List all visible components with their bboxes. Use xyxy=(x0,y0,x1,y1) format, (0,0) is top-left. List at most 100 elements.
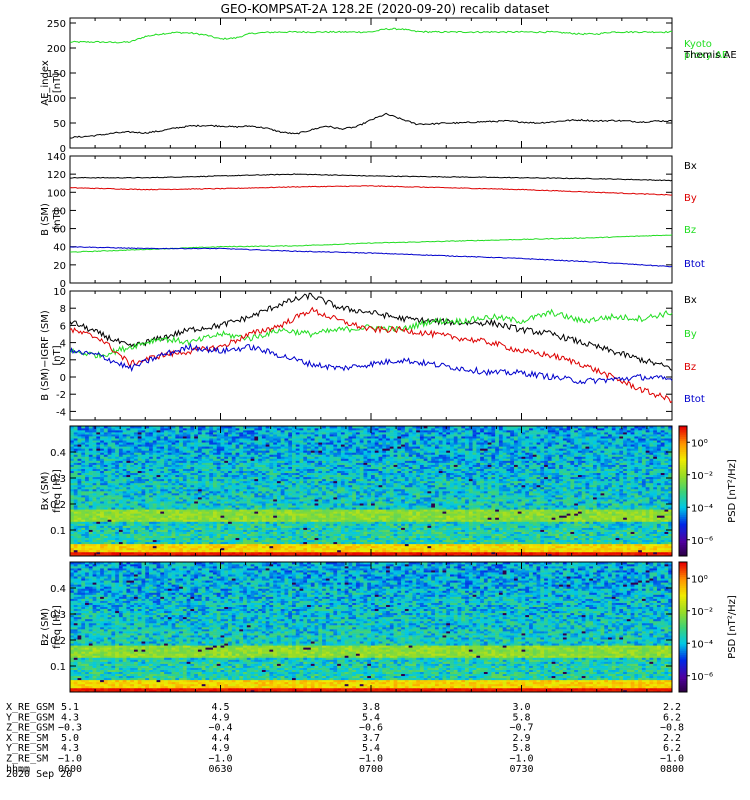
spectrogram-cell xyxy=(341,511,345,513)
spectrogram-cell xyxy=(367,509,371,511)
spectrogram-cell xyxy=(168,534,172,536)
spectrogram-cell xyxy=(582,521,586,523)
spectrogram-cell xyxy=(597,524,601,526)
spectrogram-cell xyxy=(85,542,89,544)
spectrogram-cell xyxy=(619,511,623,513)
spectrogram-cell xyxy=(360,501,364,503)
spectrogram-cell xyxy=(300,544,304,546)
spectrogram-cell xyxy=(405,552,409,554)
spectrogram-cell xyxy=(450,501,454,503)
spectrogram-cell xyxy=(657,509,661,511)
spectrogram-cell xyxy=(93,509,97,511)
spectrogram-cell xyxy=(465,499,469,501)
spectrogram-cell xyxy=(243,505,247,507)
spectrogram-cell xyxy=(322,513,326,515)
spectrogram-cell xyxy=(514,505,518,507)
spectrogram-cell xyxy=(442,524,446,526)
spectrogram-cell xyxy=(322,501,326,503)
spectrogram-cell xyxy=(281,497,285,499)
spectrogram-cell xyxy=(300,513,304,515)
spectrogram-cell xyxy=(446,548,450,550)
spectrogram-cell xyxy=(311,538,315,540)
spectrogram-cell xyxy=(593,544,597,546)
spectrogram-cell xyxy=(608,524,612,526)
spectrogram-cell xyxy=(284,538,288,540)
spectrogram-cell xyxy=(115,534,119,536)
spectrogram-cell xyxy=(499,548,503,550)
spectrogram-cell xyxy=(409,542,413,544)
spectrogram-cell xyxy=(394,495,398,497)
spectrogram-cell xyxy=(85,526,89,528)
spectrogram-cell xyxy=(623,501,627,503)
spectrogram-cell xyxy=(379,503,383,505)
spectrogram-cell xyxy=(70,501,74,503)
spectrogram-cell xyxy=(363,538,367,540)
spectrogram-cell xyxy=(593,524,597,526)
spectrogram-cell xyxy=(379,517,383,519)
spectrogram-cell xyxy=(277,507,281,509)
spectrogram-cell xyxy=(525,515,529,517)
spectrogram-cell xyxy=(187,495,191,497)
spectrogram-cell xyxy=(74,499,78,501)
spectrogram-cell xyxy=(360,505,364,507)
spectrogram-cell xyxy=(251,528,255,530)
spectrogram-cell xyxy=(96,530,100,532)
spectrogram-cell xyxy=(533,536,537,538)
spectrogram-cell xyxy=(461,534,465,536)
spectrogram-cell xyxy=(401,530,405,532)
spectrogram-cell xyxy=(631,542,635,544)
spectrogram-cell xyxy=(390,501,394,503)
spectrogram-cell xyxy=(552,528,556,530)
spectrogram-cell xyxy=(85,548,89,550)
spectrogram-cell xyxy=(559,538,563,540)
spectrogram-cell xyxy=(303,532,307,534)
spectrogram-cell xyxy=(567,513,571,515)
spectrogram-cell xyxy=(582,515,586,517)
spectrogram-cell xyxy=(175,548,179,550)
spectrogram-cell xyxy=(288,530,292,532)
spectrogram-cell xyxy=(360,519,364,521)
spectrogram-cell xyxy=(119,517,123,519)
spectrogram-cell xyxy=(382,507,386,509)
spectrogram-cell xyxy=(649,519,653,521)
spectrogram-cell xyxy=(277,511,281,513)
spectrogram-cell xyxy=(435,540,439,542)
spectrogram-cell xyxy=(315,495,319,497)
spectrogram-cell xyxy=(303,517,307,519)
spectrogram-cell xyxy=(627,538,631,540)
spectrogram-cell xyxy=(348,538,352,540)
spectrogram-cell xyxy=(514,519,518,521)
spectrogram-cell xyxy=(379,524,383,526)
spectrogram-cell xyxy=(582,499,586,501)
spectrogram-cell xyxy=(141,530,145,532)
spectrogram-cell xyxy=(153,503,157,505)
spectrogram-cell xyxy=(567,550,571,552)
spectrogram-cell xyxy=(160,550,164,552)
spectrogram-cell xyxy=(442,521,446,523)
spectrogram-cell xyxy=(646,524,650,526)
spectrogram-cell xyxy=(119,501,123,503)
spectrogram-cell xyxy=(149,544,153,546)
spectrogram-cell xyxy=(183,524,187,526)
spectrogram-cell xyxy=(638,505,642,507)
spectrogram-cell xyxy=(450,497,454,499)
spectrogram-cell xyxy=(616,526,620,528)
spectrogram-cell xyxy=(108,544,112,546)
spectrogram-cell xyxy=(379,546,383,548)
spectrogram-cell xyxy=(232,538,236,540)
spectrogram-cell xyxy=(465,540,469,542)
spectrogram-cell xyxy=(247,538,251,540)
spectrogram-cell xyxy=(469,530,473,532)
spectrogram-cell xyxy=(337,548,341,550)
spectrogram-cell xyxy=(563,515,567,517)
spectrogram-cell xyxy=(522,499,526,501)
spectrogram-cell xyxy=(284,528,288,530)
spectrogram-cell xyxy=(401,526,405,528)
spectrogram-cell xyxy=(134,507,138,509)
spectrogram-cell xyxy=(371,503,375,505)
spectrogram-cell xyxy=(93,499,97,501)
spectrogram-cell xyxy=(631,532,635,534)
spectrogram-cell xyxy=(661,521,665,523)
spectrogram-cell xyxy=(363,540,367,542)
spectrogram-cell xyxy=(341,546,345,548)
